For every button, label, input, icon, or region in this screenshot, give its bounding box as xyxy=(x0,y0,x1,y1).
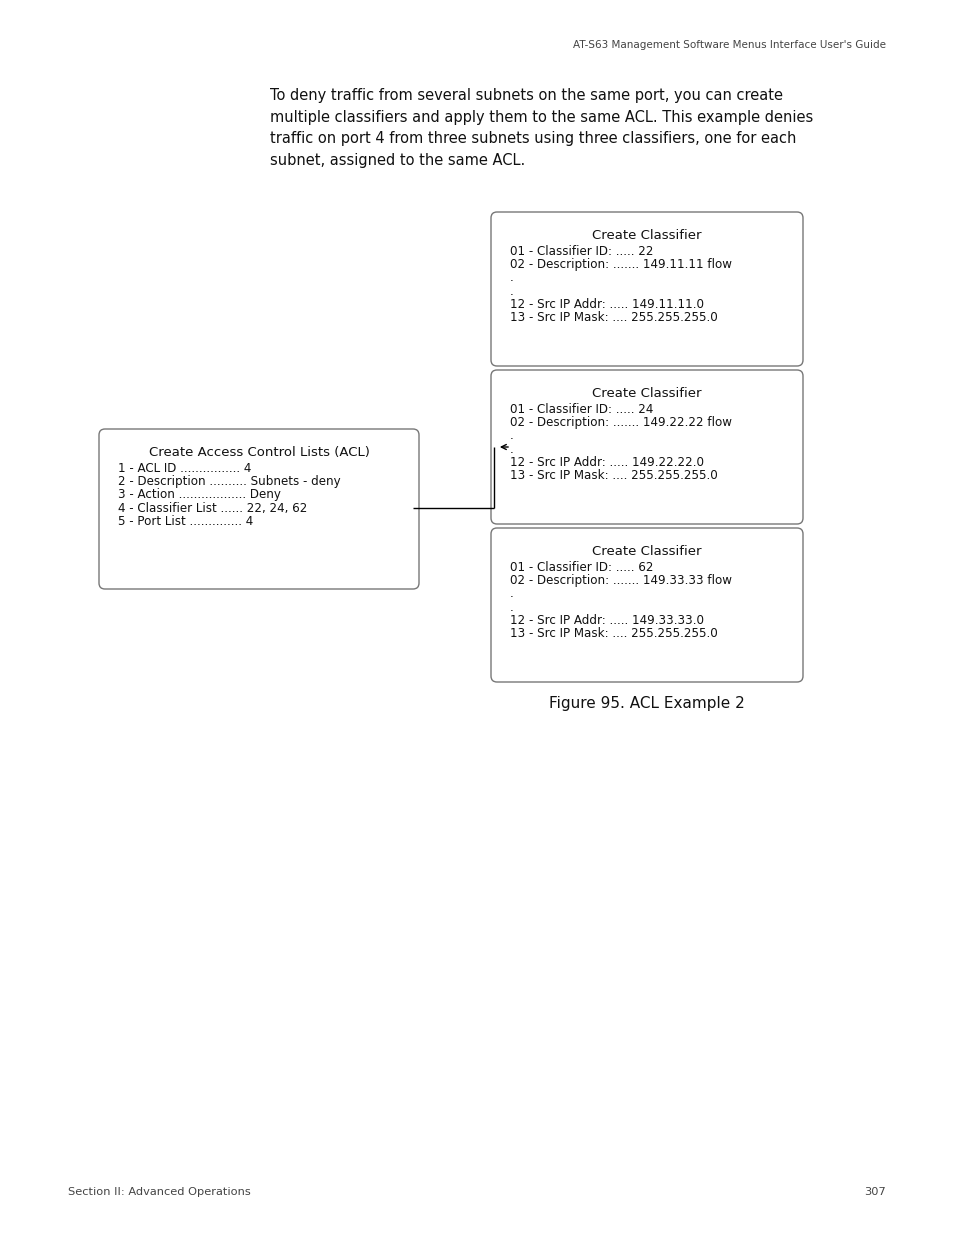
Text: AT-S63 Management Software Menus Interface User's Guide: AT-S63 Management Software Menus Interfa… xyxy=(573,40,885,49)
Text: .: . xyxy=(510,442,514,456)
Text: 02 - Description: ....... 149.33.33 flow: 02 - Description: ....... 149.33.33 flow xyxy=(510,574,731,587)
Text: Section II: Advanced Operations: Section II: Advanced Operations xyxy=(68,1187,251,1197)
Text: 12 - Src IP Addr: ..... 149.11.11.0: 12 - Src IP Addr: ..... 149.11.11.0 xyxy=(510,298,703,311)
Text: 307: 307 xyxy=(863,1187,885,1197)
Text: 4 - Classifier List ...... 22, 24, 62: 4 - Classifier List ...... 22, 24, 62 xyxy=(118,501,307,515)
Text: 12 - Src IP Addr: ..... 149.33.33.0: 12 - Src IP Addr: ..... 149.33.33.0 xyxy=(510,614,703,627)
Text: Create Classifier: Create Classifier xyxy=(592,545,701,558)
FancyBboxPatch shape xyxy=(99,429,418,589)
Text: 2 - Description .......... Subnets - deny: 2 - Description .......... Subnets - den… xyxy=(118,475,340,488)
Text: Create Access Control Lists (ACL): Create Access Control Lists (ACL) xyxy=(149,446,369,459)
Text: 12 - Src IP Addr: ..... 149.22.22.0: 12 - Src IP Addr: ..... 149.22.22.0 xyxy=(510,456,703,469)
Text: Figure 95. ACL Example 2: Figure 95. ACL Example 2 xyxy=(549,697,744,711)
Text: .: . xyxy=(510,430,514,442)
Text: Create Classifier: Create Classifier xyxy=(592,228,701,242)
Text: 3 - Action .................. Deny: 3 - Action .................. Deny xyxy=(118,488,280,501)
Text: Create Classifier: Create Classifier xyxy=(592,387,701,400)
Text: 01 - Classifier ID: ..... 22: 01 - Classifier ID: ..... 22 xyxy=(510,245,653,258)
Text: .: . xyxy=(510,272,514,284)
Text: 13 - Src IP Mask: .... 255.255.255.0: 13 - Src IP Mask: .... 255.255.255.0 xyxy=(510,469,717,482)
Text: To deny traffic from several subnets on the same port, you can create
multiple c: To deny traffic from several subnets on … xyxy=(270,88,812,168)
FancyBboxPatch shape xyxy=(491,370,802,524)
Text: 01 - Classifier ID: ..... 24: 01 - Classifier ID: ..... 24 xyxy=(510,403,653,416)
Text: 1 - ACL ID ................ 4: 1 - ACL ID ................ 4 xyxy=(118,462,251,475)
Text: 01 - Classifier ID: ..... 62: 01 - Classifier ID: ..... 62 xyxy=(510,561,653,574)
Text: 02 - Description: ....... 149.22.22 flow: 02 - Description: ....... 149.22.22 flow xyxy=(510,416,731,430)
Text: 13 - Src IP Mask: .... 255.255.255.0: 13 - Src IP Mask: .... 255.255.255.0 xyxy=(510,311,717,324)
Text: .: . xyxy=(510,588,514,600)
FancyBboxPatch shape xyxy=(491,529,802,682)
FancyBboxPatch shape xyxy=(491,212,802,366)
Text: .: . xyxy=(510,600,514,614)
Text: .: . xyxy=(510,284,514,298)
Text: 5 - Port List .............. 4: 5 - Port List .............. 4 xyxy=(118,515,253,527)
Text: 13 - Src IP Mask: .... 255.255.255.0: 13 - Src IP Mask: .... 255.255.255.0 xyxy=(510,627,717,640)
Text: 02 - Description: ....... 149.11.11 flow: 02 - Description: ....... 149.11.11 flow xyxy=(510,258,731,272)
